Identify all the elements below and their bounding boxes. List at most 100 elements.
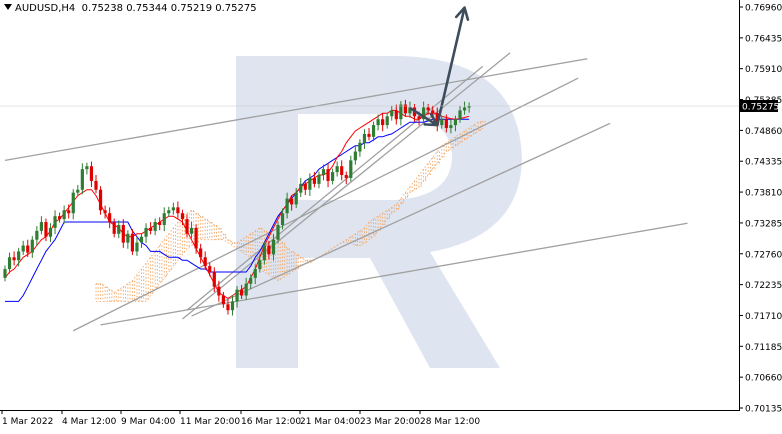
candle-body xyxy=(299,183,303,193)
candle xyxy=(7,252,12,274)
candle-body xyxy=(167,210,171,214)
candle xyxy=(294,187,298,208)
candle-body xyxy=(7,257,12,270)
candle xyxy=(449,119,453,134)
time-label: 11 Mar 20:00 xyxy=(180,417,240,427)
candle-body xyxy=(249,277,253,284)
price-label: 0.70660 xyxy=(745,374,782,384)
candle xyxy=(17,247,21,267)
candle-body xyxy=(48,227,53,237)
candle-body xyxy=(144,227,148,237)
candle xyxy=(385,112,389,129)
candle xyxy=(58,212,62,223)
candle xyxy=(53,210,57,235)
candle xyxy=(189,222,194,239)
trend-lines[interactable] xyxy=(4,52,688,332)
candle-body xyxy=(399,104,403,120)
price-axis[interactable]: 0.769600.764350.759100.753850.748600.743… xyxy=(0,4,782,415)
candle-body xyxy=(44,222,48,237)
ohlc-values: 0.75238 0.75344 0.75219 0.75275 xyxy=(81,3,257,14)
candle xyxy=(462,101,467,115)
candle-body xyxy=(458,110,462,120)
candle xyxy=(371,121,376,142)
trend-line-6[interactable] xyxy=(100,222,688,326)
candle xyxy=(317,171,321,189)
candle xyxy=(262,242,266,265)
candle-body xyxy=(203,257,207,267)
candle-body xyxy=(62,210,66,220)
candle xyxy=(381,113,385,132)
candle xyxy=(253,264,257,285)
candle xyxy=(376,114,380,131)
candle-body xyxy=(449,125,453,129)
candle-body xyxy=(381,119,385,126)
candle xyxy=(121,219,125,248)
candle xyxy=(399,101,403,126)
candle xyxy=(48,223,53,243)
price-label: 0.74335 xyxy=(745,158,782,168)
time-label: 9 Mar 04:00 xyxy=(121,417,176,427)
candle xyxy=(258,254,262,273)
candle-body xyxy=(267,245,271,255)
candle xyxy=(103,205,107,219)
kijun-sen-line xyxy=(5,118,470,302)
candle xyxy=(94,175,98,194)
candle xyxy=(280,208,285,230)
candle xyxy=(171,202,175,215)
candle-body xyxy=(235,289,239,302)
candle xyxy=(80,163,84,195)
candle-body xyxy=(344,175,348,178)
candle-body xyxy=(39,222,43,231)
candle xyxy=(221,291,225,308)
time-label: 21 Mar 04:00 xyxy=(300,417,360,427)
trend-line-4[interactable] xyxy=(186,65,484,311)
candle-body xyxy=(130,233,134,252)
trend-line-2[interactable] xyxy=(72,77,579,332)
candle xyxy=(344,171,348,185)
time-axis[interactable]: 1 Mar 2022 4 Mar 12:00 9 Mar 04:00 11 Mar 2… xyxy=(1,410,480,427)
candle xyxy=(135,236,139,256)
candle xyxy=(326,163,330,188)
candle-body xyxy=(30,239,34,253)
time-label: 23 Mar 20:00 xyxy=(360,417,420,427)
candle xyxy=(331,168,335,185)
candle xyxy=(299,177,303,198)
candle xyxy=(67,204,71,219)
candle-body xyxy=(276,224,280,240)
candle-body xyxy=(153,222,157,231)
candle xyxy=(458,105,462,123)
candle xyxy=(89,161,94,188)
candle-body xyxy=(126,233,130,243)
candle-body xyxy=(340,166,344,176)
candle xyxy=(149,222,153,235)
candle-body xyxy=(394,110,398,120)
trend-line-1[interactable] xyxy=(4,58,588,161)
candle xyxy=(162,207,166,232)
trend-line-5[interactable] xyxy=(191,122,611,317)
candle xyxy=(353,145,357,165)
candle-body xyxy=(317,175,321,184)
candle xyxy=(26,239,30,258)
candle xyxy=(394,104,398,125)
candle xyxy=(112,218,116,238)
candle-body xyxy=(180,213,185,220)
candle-body xyxy=(189,227,194,234)
forecast-arrow[interactable] xyxy=(409,6,470,127)
candle-body xyxy=(26,245,30,253)
candle-body xyxy=(453,119,458,126)
candle-body xyxy=(171,207,175,211)
candle-body xyxy=(335,166,339,173)
candle xyxy=(108,207,112,229)
price-label: 0.75910 xyxy=(745,65,782,75)
candle xyxy=(176,201,180,219)
symbol-label: AUDUSD,H4 xyxy=(15,3,76,14)
candle xyxy=(358,139,362,157)
candle-body xyxy=(358,142,362,152)
candle-body xyxy=(444,119,448,129)
candle xyxy=(153,218,157,236)
candle xyxy=(39,216,43,235)
cloud-span-b xyxy=(96,127,484,302)
trend-line-3[interactable] xyxy=(182,52,511,320)
